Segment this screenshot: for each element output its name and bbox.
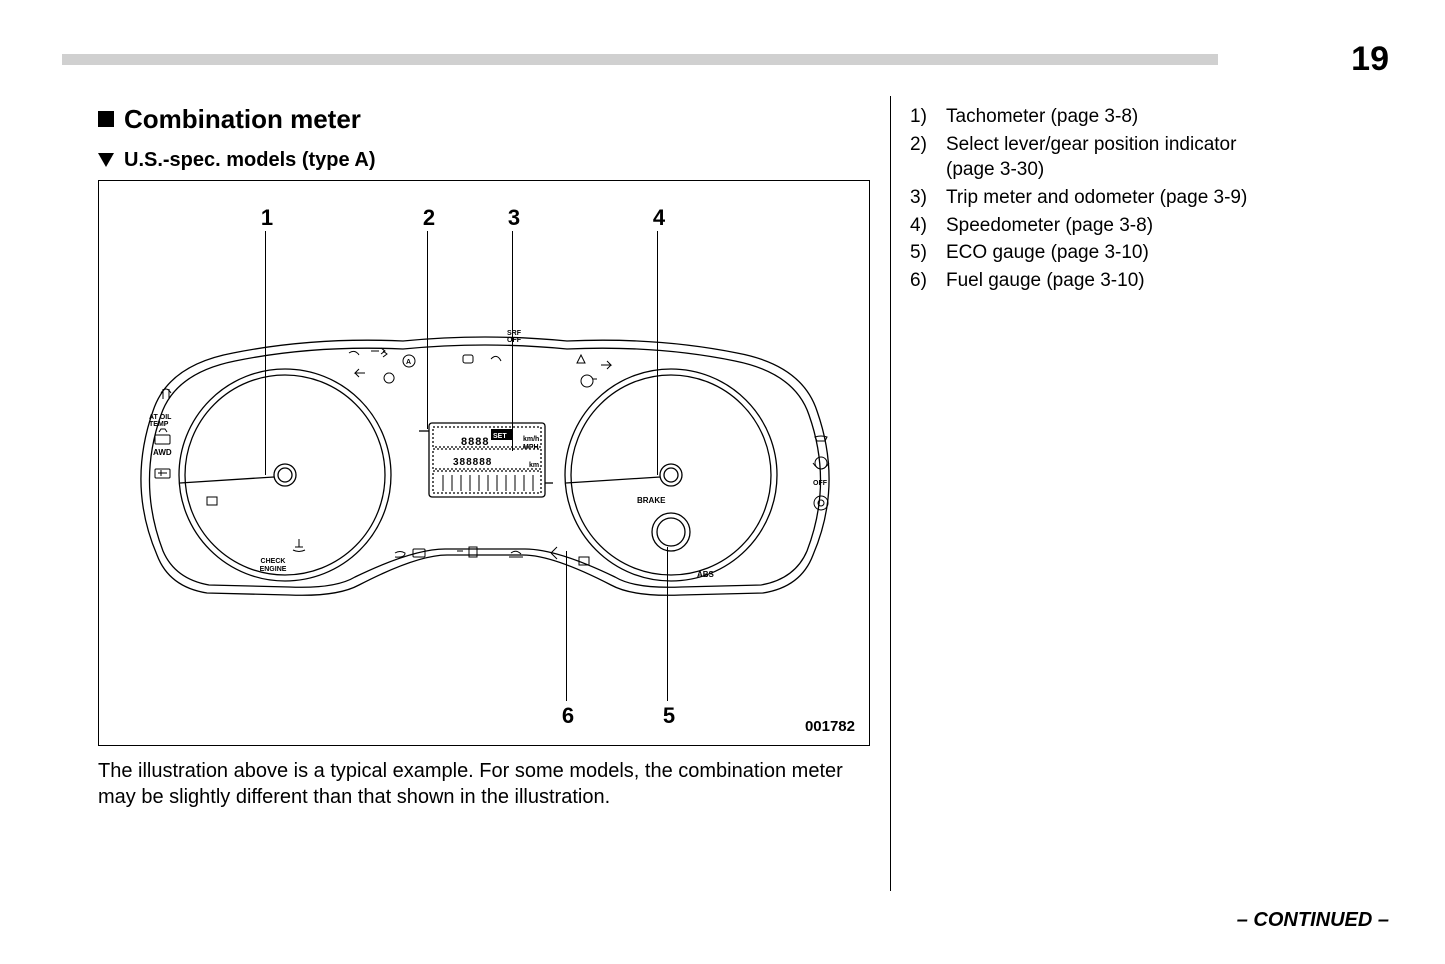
figure-box: AT OIL TEMP AWD CHECK ENGINE BRAKE ABS O… <box>98 180 870 746</box>
legend-item-number: 3) <box>910 185 946 211</box>
svg-text:km/h: km/h <box>523 436 539 443</box>
svg-text:8888: 8888 <box>461 436 489 448</box>
legend-item: 2)Select lever/gear position indicator (… <box>910 132 1280 183</box>
legend-item-text: Tachometer (page 3-8) <box>946 104 1280 130</box>
legend-item-text: Trip meter and odometer (page 3-9) <box>946 185 1280 211</box>
figure-caption: The illustration above is a typical exam… <box>98 758 870 810</box>
legend-item-number: 6) <box>910 268 946 294</box>
callout-leader-line <box>566 551 567 701</box>
callout-leader-line <box>512 231 513 451</box>
sub-title: U.S.-spec. models (type A) <box>98 149 880 172</box>
square-bullet-icon <box>98 111 114 127</box>
svg-text:ABS: ABS <box>697 570 715 579</box>
svg-text:MPH: MPH <box>523 444 539 451</box>
callout-number: 3 <box>504 205 524 231</box>
svg-text:TEMP: TEMP <box>149 421 169 428</box>
callout-number: 1 <box>257 205 277 231</box>
callout-leader-line <box>657 231 658 475</box>
legend-item: 1)Tachometer (page 3-8) <box>910 104 1280 130</box>
header-rule <box>62 54 1218 65</box>
continued-label: – CONTINUED – <box>1237 909 1389 932</box>
legend-item-number: 5) <box>910 240 946 266</box>
legend-item-number: 1) <box>910 104 946 130</box>
legend-item-text: Select lever/gear position indicator (pa… <box>946 132 1280 183</box>
triangle-bullet-icon <box>98 153 114 167</box>
legend-item: 5)ECO gauge (page 3-10) <box>910 240 1280 266</box>
callout-leader-line <box>265 231 266 475</box>
legend-item: 6)Fuel gauge (page 3-10) <box>910 268 1280 294</box>
page-number: 19 <box>1351 40 1389 79</box>
svg-text:AT OIL: AT OIL <box>149 414 172 421</box>
legend-item-number: 2) <box>910 132 946 183</box>
svg-text:CHECK: CHECK <box>261 558 286 565</box>
svg-text:ENGINE: ENGINE <box>260 566 287 573</box>
svg-text:AWD: AWD <box>153 448 172 457</box>
legend-list: 1)Tachometer (page 3-8)2)Select lever/ge… <box>910 104 1280 295</box>
callout-number: 2 <box>419 205 439 231</box>
legend-item: 3)Trip meter and odometer (page 3-9) <box>910 185 1280 211</box>
legend-item-text: ECO gauge (page 3-10) <box>946 240 1280 266</box>
legend-item: 4)Speedometer (page 3-8) <box>910 213 1280 239</box>
instrument-cluster-diagram: AT OIL TEMP AWD CHECK ENGINE BRAKE ABS O… <box>113 325 857 625</box>
section-title: Combination meter <box>98 104 880 135</box>
callout-leader-line <box>427 231 428 429</box>
legend-item-text: Fuel gauge (page 3-10) <box>946 268 1280 294</box>
callout-leader-line <box>667 547 668 701</box>
svg-text:SRF: SRF <box>507 330 522 337</box>
legend-item-text: Speedometer (page 3-8) <box>946 213 1280 239</box>
vertical-divider <box>890 96 891 891</box>
svg-text:388888: 388888 <box>453 457 492 468</box>
svg-text:km: km <box>529 462 539 469</box>
svg-text:SET: SET <box>493 433 507 440</box>
callout-number: 4 <box>649 205 669 231</box>
callout-number: 5 <box>659 703 679 729</box>
section-title-text: Combination meter <box>124 104 361 134</box>
sub-title-text: U.S.-spec. models (type A) <box>124 149 376 171</box>
main-column: Combination meter U.S.-spec. models (typ… <box>98 104 880 810</box>
svg-text:OFF: OFF <box>507 337 522 344</box>
svg-text:BRAKE: BRAKE <box>637 496 666 505</box>
legend-item-number: 4) <box>910 213 946 239</box>
svg-text:OFF: OFF <box>813 480 828 487</box>
figure-id: 001782 <box>805 718 855 735</box>
svg-text:A: A <box>406 359 411 366</box>
callout-number: 6 <box>558 703 578 729</box>
